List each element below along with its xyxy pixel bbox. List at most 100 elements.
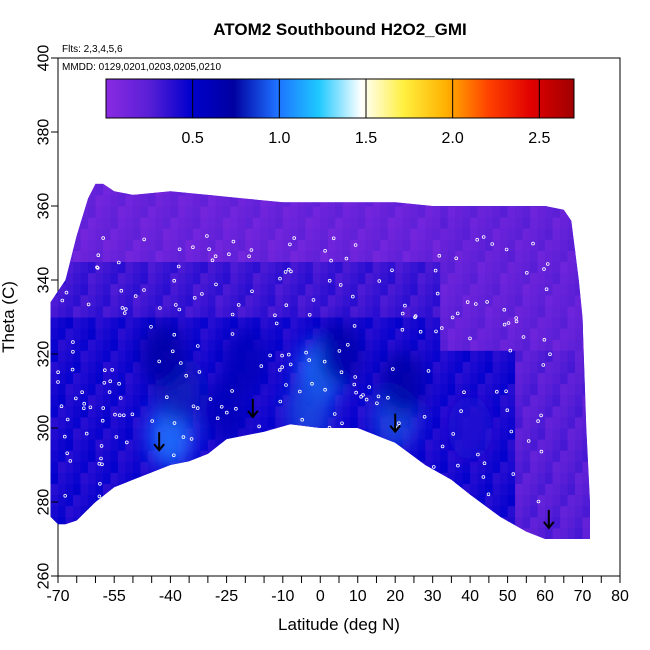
curtain-cell [357,339,366,351]
curtain-hotspot [140,322,185,386]
curtain-cell [170,250,179,262]
curtain-cell [312,505,321,518]
curtain-cell [162,217,171,229]
curtain-cell [155,516,164,529]
curtain-cell [260,317,269,329]
curtain-cell [545,483,554,496]
curtain-cell [230,217,239,229]
curtain-cell [50,317,59,329]
curtain-cell [117,383,126,396]
curtain-cell [177,328,186,340]
sample-point [353,375,358,379]
curtain-cell [327,217,336,229]
curtain-cell [500,217,509,229]
curtain-cell [530,428,539,440]
curtain-cell [275,239,284,251]
curtain-cell [140,450,149,462]
curtain-cell [297,339,306,351]
curtain-cell [462,516,471,529]
curtain-cell [185,483,194,496]
curtain-cell [275,472,284,484]
curtain-cell [170,294,179,307]
x-axis: -70 -55 -40 -25 -10 0 10 20 30 40 50 60 70 80 [46,576,629,605]
curtain-cell [207,194,216,207]
curtain-cell [117,527,126,540]
curtain-cell [192,416,201,429]
curtain-cell [245,305,254,318]
curtain-cell [260,494,269,507]
curtain-cell [417,527,426,540]
sample-point [110,367,114,372]
curtain-cell [470,516,479,529]
curtain-cell [462,272,471,285]
curtain-cell [132,339,141,351]
sample-point [113,412,117,417]
curtain-cell [110,516,119,529]
curtain-cell [73,272,81,285]
sample-point [345,342,350,347]
sample-point [207,247,211,252]
curtain-cell [207,361,216,373]
curtain-cell [500,317,509,329]
curtain-cell [395,239,404,251]
curtain-cell [522,516,531,529]
curtain-cell [260,450,269,462]
sample-point [247,254,251,259]
curtain-cell [192,206,201,218]
curtain-cell [275,483,284,496]
sample-point [64,290,69,295]
curtain-cell [515,183,524,196]
curtain-cell [282,483,291,496]
curtain-cell [245,228,254,240]
curtain-cell [117,416,126,429]
curtain-cell [147,294,156,307]
curtain-cell [58,461,66,473]
curtain-cell [492,305,501,318]
curtain-cell [320,239,329,251]
sample-point [544,287,549,292]
curtain-cell [245,283,254,296]
curtain-cell [477,272,486,285]
sample-point [542,267,546,271]
curtain-cell [380,250,389,262]
curtain-cell [432,194,441,207]
curtain-cell [582,328,590,340]
curtain-cell [267,228,276,240]
curtain-cell [305,483,314,496]
curtain-cell [432,239,441,251]
curtain-cell [522,294,531,307]
curtain-cell [245,261,254,274]
curtain-cell [515,305,524,318]
sample-point [71,340,75,344]
curtain-cell [575,183,583,196]
curtain-cell [410,483,419,496]
curtain-cell [545,183,554,196]
curtain-cell [80,428,89,440]
curtain-cell [73,239,81,251]
curtain-cell [245,183,254,196]
curtain-cell [58,206,66,218]
curtain-cell [365,394,374,407]
curtain-cell [425,405,434,418]
curtain-cell [260,472,269,484]
curtain-cell [575,239,583,251]
curtain-cell [207,183,216,196]
curtain-cell [222,450,231,462]
curtain-cell [305,439,314,451]
sample-point [336,493,341,498]
sample-point [344,256,349,261]
curtain-cell [252,328,261,340]
curtain-cell [492,450,501,462]
curtain-cell [402,317,411,329]
curtain-cell [515,194,524,207]
curtain-cell [477,450,486,462]
curtain-cell [410,494,419,507]
curtain-cell [342,272,351,285]
curtain-cell [230,294,239,307]
curtain-cell [58,394,66,407]
curtain-cell [380,194,389,207]
curtain-cell [582,305,590,318]
curtain-cell [492,317,501,329]
curtain-cell [200,361,209,373]
curtain-cell [95,461,104,473]
